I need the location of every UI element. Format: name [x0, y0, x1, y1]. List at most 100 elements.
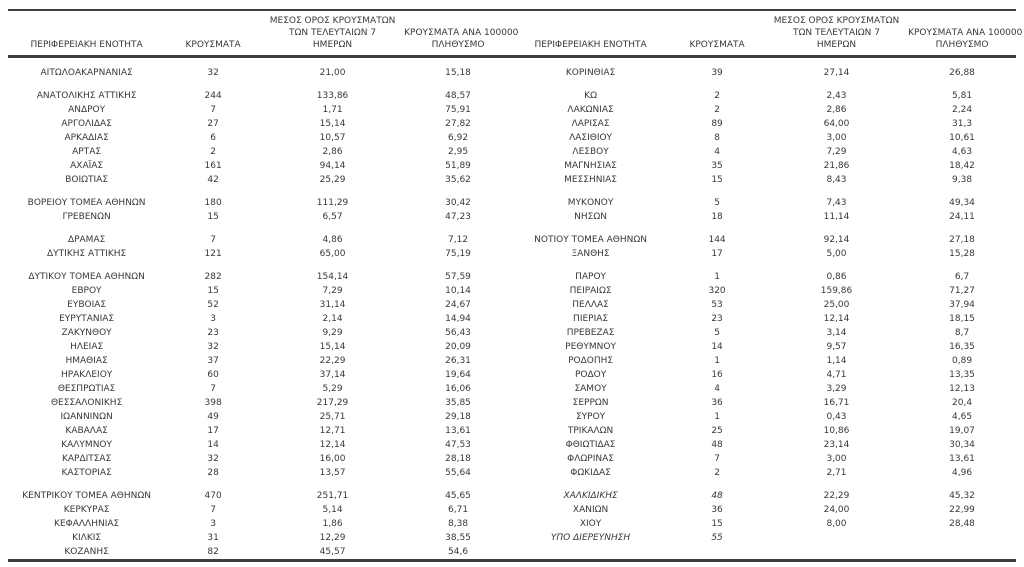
table-row: ΗΡΑΚΛΕΙΟΥ 60 37,14 19,64 ΡΟΔΟΥ 16 4,71 13,35 [8, 368, 1016, 382]
left-per100k-cell: 47,53 [445, 440, 471, 450]
left-cases-cell: 28 [207, 468, 219, 478]
right-cases-cell: 5 [714, 328, 720, 338]
right-cases-cell: 48 [711, 440, 723, 450]
left-avg7-cases-cell: 9,29 [322, 328, 343, 338]
header-avg7-left: ΜΕΣΟΣ ΟΡΟΣ ΚΡΟΥΣΜΑΤΩΝ ΤΩΝ ΤΕΛΕΥΤΑΙΩΝ 7 Η… [260, 10, 405, 58]
left-avg7-cases-cell: 31,14 [319, 300, 346, 310]
left-per100k-cell: 2,95 [448, 147, 469, 157]
left-avg7-cases-cell: 15,14 [319, 342, 346, 352]
spacer-cell [8, 224, 1016, 233]
right-per100k-cell: 18,15 [949, 314, 975, 324]
left-cases-cell: 7 [210, 235, 216, 245]
left-avg7-cases-cell: 12,14 [319, 440, 346, 450]
left-cases-cell: 32 [207, 342, 219, 352]
left-cases-cell: 3 [210, 519, 216, 529]
table-body: ΑΙΤΩΛΟΑΚΑΡΝΑΝΙΑΣ 32 21,00 15,18 ΚΟΡΙΝΘΙΑΣ 39 2… [8, 57, 1016, 561]
table-row: ΘΕΣΣΑΛΟΝΙΚΗΣ 398 217,29 35,85 ΣΕΡΡΩΝ 36 16,71 2… [8, 396, 1016, 410]
spacer-cell [8, 80, 1016, 89]
right-avg7-cases-cell: 9,57 [826, 342, 847, 352]
left-per100k-cell: 6,92 [448, 133, 469, 143]
left-region-name-cell: ΑΧΑΪΑΣ [70, 161, 104, 171]
right-avg7-cases-cell: 2,43 [826, 91, 847, 101]
left-region-name-cell: ΖΑΚΥΝΘΟΥ [61, 328, 112, 338]
left-avg7-cases-cell: 37,14 [319, 370, 346, 380]
right-region-name-cell: ΧΑΛΚΙΔΙΚΗΣ [563, 491, 618, 501]
left-per100k-cell: 15,18 [445, 68, 471, 78]
right-avg7-cases-cell: 24,00 [823, 505, 850, 515]
left-avg7-cases-cell: 16,00 [319, 454, 346, 464]
table-row: ΗΜΑΘΙΑΣ 37 22,29 26,31 ΡΟΔΟΠΗΣ 1 1,14 0,89 [8, 354, 1016, 368]
right-cases-cell: 35 [711, 161, 723, 171]
header-per100k-left: ΚΡΟΥΣΜΑΤΑ ΑΝΑ 100000 ΠΛΗΘΥΣΜΟ [404, 10, 518, 58]
left-region-name-cell: ΗΛΕΙΑΣ [70, 342, 104, 352]
right-cases-cell: 2 [714, 468, 720, 478]
table-row: ΘΕΣΠΡΩΤΙΑΣ 7 5,29 16,06 ΣΑΜΟΥ 4 3,29 12,13 [8, 382, 1016, 396]
right-cases-cell: 1 [714, 356, 720, 366]
table-row: ΑΡΓΟΛΙΔΑΣ 27 15,14 27,82 ΛΑΡΙΣΑΣ 89 64,00 31,3 [8, 117, 1016, 131]
right-per100k-cell: 13,35 [949, 370, 975, 380]
right-avg7-cases-cell: 7,43 [826, 198, 847, 208]
left-cases-cell: 282 [204, 272, 222, 282]
right-avg7-cases-cell: 3,14 [826, 328, 847, 338]
right-cases-cell: 7 [714, 454, 720, 464]
right-region-name-cell: ΦΛΩΡΙΝΑΣ [567, 454, 614, 464]
right-region-name-cell: ΛΑΡΙΣΑΣ [571, 119, 610, 129]
left-per100k-cell: 47,23 [445, 212, 471, 222]
header-per100k-right-line1: ΚΡΟΥΣΜΑΤΑ ΑΝΑ 100000 [908, 28, 1023, 38]
right-avg7-cases-cell: 92,14 [823, 235, 850, 245]
left-per100k-cell: 51,89 [445, 161, 471, 171]
right-per100k-cell: 49,34 [949, 198, 975, 208]
left-avg7-cases-cell: 111,29 [316, 198, 349, 208]
left-avg7-cases-cell: 45,57 [319, 547, 346, 557]
spacer-row [8, 80, 1016, 89]
left-cases-cell: 82 [207, 547, 219, 557]
right-per100k-cell: 6,7 [954, 272, 970, 282]
table-row: ΕΥΡΥΤΑΝΙΑΣ 3 2,14 14,94 ΠΙΕΡΙΑΣ 23 12,14 18,15 [8, 312, 1016, 326]
right-cases-cell: 16 [711, 370, 723, 380]
left-avg7-cases-cell: 7,29 [322, 286, 343, 296]
left-per100k-cell: 13,61 [445, 426, 471, 436]
table-row: ΔΥΤΙΚΟΥ ΤΟΜΕΑ ΑΘΗΝΩΝ 282 154,14 57,59 ΠΑΡΟΥ 1… [8, 270, 1016, 284]
right-avg7-cases-cell: 1,14 [826, 356, 847, 366]
right-cases-cell: 89 [711, 119, 723, 129]
left-region-name-cell: ΔΡΑΜΑΣ [67, 235, 106, 245]
right-cases-cell: 1 [714, 412, 720, 422]
left-per100k-cell: 48,57 [445, 91, 471, 101]
left-region-name-cell: ΚΕΦΑΛΛΗΝΙΑΣ [54, 519, 120, 529]
left-cases-cell: 15 [207, 286, 219, 296]
table-row: ΚΙΛΚΙΣ 31 12,29 38,55 ΥΠΟ ΔΙΕΡΕΥΝΗΣΗ 55 [8, 531, 1016, 545]
right-per100k-cell: 22,99 [949, 505, 975, 515]
left-region-name-cell: ΓΡΕΒΕΝΩΝ [62, 212, 111, 222]
left-avg7-cases-cell: 94,14 [319, 161, 346, 171]
left-per100k-cell: 75,91 [445, 105, 471, 115]
left-cases-cell: 23 [207, 328, 219, 338]
right-avg7-cases-cell: 16,71 [823, 398, 850, 408]
right-cases-cell: 39 [711, 68, 723, 78]
right-region-name-cell: ΛΕΣΒΟΥ [572, 147, 609, 157]
left-cases-cell: 49 [207, 412, 219, 422]
left-per100k-cell: 16,06 [445, 384, 471, 394]
right-region-name-cell: ΛΑΣΙΘΙΟΥ [569, 133, 613, 143]
header-avg7-left-line2: ΤΩΝ ΤΕΛΕΥΤΑΙΩΝ 7 [289, 28, 377, 38]
right-per100k-cell: 24,11 [949, 212, 975, 222]
header-avg7-left-line1: ΜΕΣΟΣ ΟΡΟΣ ΚΡΟΥΣΜΑΤΩΝ [269, 16, 396, 26]
right-region-name-cell: ΠΙΕΡΙΑΣ [573, 314, 609, 324]
right-region-name-cell: ΝΗΣΩΝ [574, 212, 607, 222]
left-avg7-cases-cell: 12,29 [319, 533, 346, 543]
header-cases-right: ΚΡΟΥΣΜΑΤΑ [669, 10, 765, 58]
table-row: ΔΥΤΙΚΗΣ ΑΤΤΙΚΗΣ 121 65,00 75,19 ΞΑΝΘΗΣ 17 5,00… [8, 247, 1016, 261]
header-region-right: ΠΕΡΙΦΕΡΕΙΑΚΗ ΕΝΟΤΗΤΑ [511, 10, 670, 58]
right-region-name-cell: ΚΩ [584, 91, 597, 101]
left-region-name-cell: ΑΙΤΩΛΟΑΚΑΡΝΑΝΙΑΣ [40, 68, 133, 78]
right-region-name-cell: ΡΟΔΟΠΗΣ [568, 356, 614, 366]
left-region-name-cell: ΕΥΒΟΙΑΣ [67, 300, 107, 310]
right-cases-cell: 14 [711, 342, 723, 352]
left-cases-cell: 121 [204, 249, 222, 259]
left-cases-cell: 27 [207, 119, 219, 129]
right-cases-cell: 15 [711, 519, 723, 529]
left-avg7-cases-cell: 217,29 [316, 398, 349, 408]
left-cases-cell: 3 [210, 314, 216, 324]
left-region-name-cell: ΚΑΣΤΟΡΙΑΣ [61, 468, 112, 478]
right-cases-cell: 144 [708, 235, 726, 245]
right-per100k-cell: 4,63 [952, 147, 973, 157]
